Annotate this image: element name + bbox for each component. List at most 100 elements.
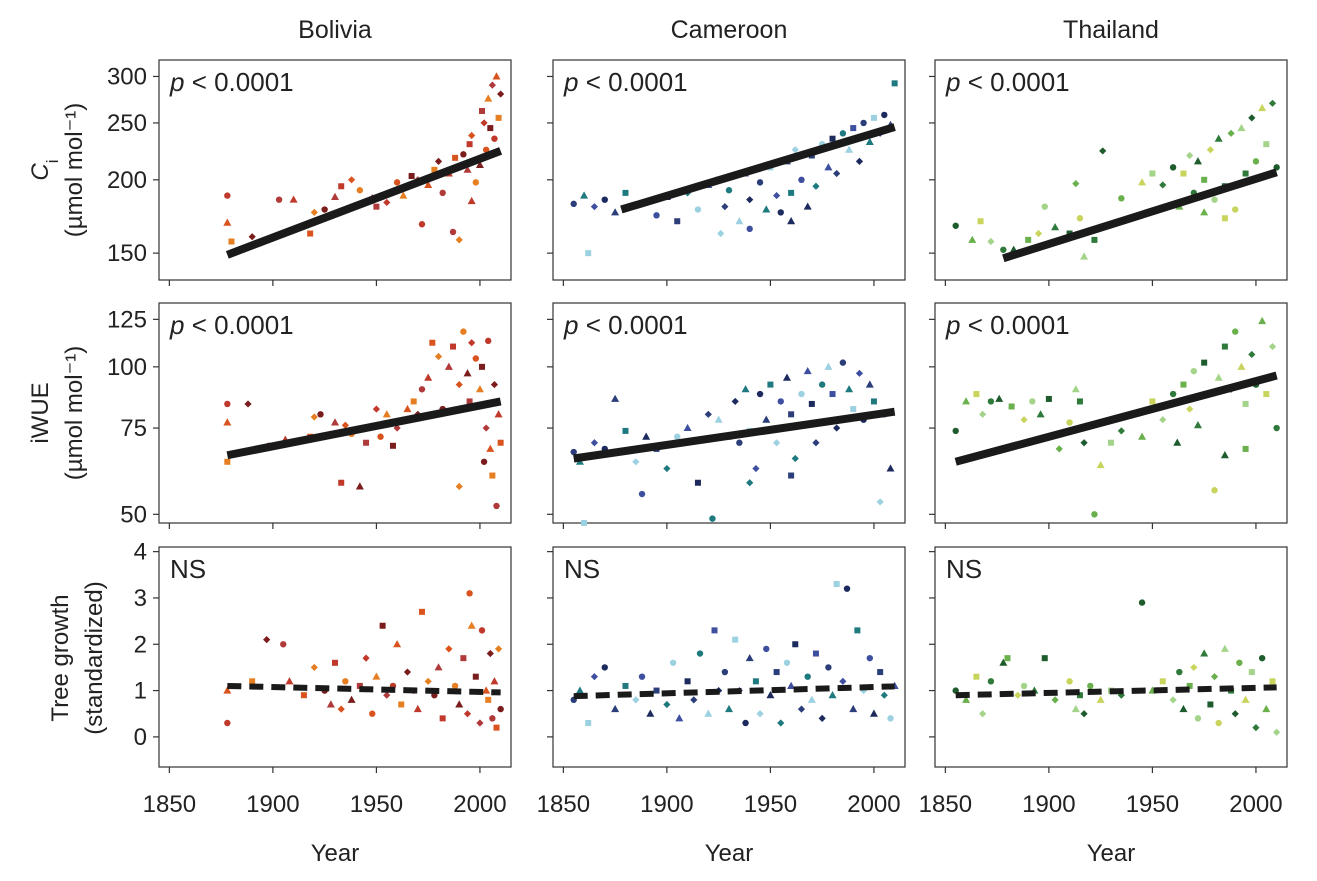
row-label-ci: Ci <box>27 159 62 180</box>
data-point <box>638 490 646 498</box>
data-point <box>987 398 995 405</box>
data-point <box>732 636 739 643</box>
data-point <box>1071 385 1080 393</box>
data-point <box>580 191 589 199</box>
data-point <box>1099 147 1107 155</box>
data-point <box>347 176 356 184</box>
data-point <box>1237 123 1246 132</box>
data-point <box>824 362 833 370</box>
data-point <box>694 479 701 486</box>
data-point <box>1186 405 1194 413</box>
data-point <box>490 677 499 685</box>
data-point <box>808 400 815 407</box>
data-point <box>694 206 702 213</box>
data-point <box>973 391 980 398</box>
y-tick-label: 0 <box>134 724 147 751</box>
data-point <box>1138 432 1147 440</box>
data-point <box>307 230 314 237</box>
data-point <box>224 719 231 727</box>
panel-iwue-cameroon-frame <box>552 302 906 524</box>
x-tick-label: 2000 <box>1229 791 1282 818</box>
panel-growth-cameroon-frame <box>552 546 906 768</box>
row-label-growth-unit: (standardized) <box>81 581 108 734</box>
data-point <box>373 203 380 210</box>
data-point <box>424 677 432 685</box>
data-point <box>1220 451 1229 459</box>
data-point <box>493 502 500 510</box>
data-point <box>773 191 781 200</box>
x-tick-label: 1900 <box>246 791 299 818</box>
panel-ci-bolivia-frame <box>158 59 512 281</box>
data-point <box>445 645 453 653</box>
panel-growth-thailand-significance: NS <box>946 554 982 584</box>
data-point <box>467 196 476 205</box>
panel-iwue-thailand-significance: p < 0.0001 <box>945 310 1070 340</box>
data-point <box>987 678 995 685</box>
data-point <box>418 608 425 615</box>
data-point <box>1220 644 1229 652</box>
data-point <box>792 641 799 648</box>
data-point <box>372 672 381 680</box>
data-point <box>317 411 324 418</box>
y-tick-label: 4 <box>134 539 147 566</box>
data-point <box>709 515 716 522</box>
data-point <box>468 131 476 140</box>
data-point <box>1248 669 1255 676</box>
y-tick-label: 1 <box>134 678 147 705</box>
data-point <box>825 664 832 671</box>
data-point <box>1096 460 1105 469</box>
data-point <box>1080 252 1089 260</box>
data-point <box>223 418 232 426</box>
data-point <box>410 398 417 405</box>
y-tick-label: 75 <box>120 415 147 442</box>
data-point <box>1091 236 1098 243</box>
data-point <box>1071 704 1080 713</box>
data-point <box>455 380 463 389</box>
data-point <box>439 715 446 722</box>
data-point <box>413 704 422 713</box>
data-point <box>995 394 1004 402</box>
data-point <box>674 218 681 225</box>
data-point <box>663 700 671 709</box>
data-point <box>484 94 493 102</box>
data-point <box>248 233 256 241</box>
data-point <box>952 222 959 229</box>
panel-iwue-bolivia-significance: p < 0.0001 <box>169 310 294 340</box>
y-tick-label: 250 <box>107 110 147 137</box>
data-point <box>487 125 494 132</box>
data-point <box>622 427 629 434</box>
data-point <box>767 381 774 388</box>
panel-growth-thailand-frame <box>934 546 1288 768</box>
data-point <box>1096 695 1105 703</box>
data-point <box>968 235 977 243</box>
data-point <box>1179 704 1188 713</box>
data-point <box>999 658 1008 666</box>
data-point <box>460 328 467 335</box>
data-point <box>653 687 660 694</box>
data-point <box>408 173 415 180</box>
data-point <box>399 191 408 199</box>
data-point <box>1232 328 1239 335</box>
panel-iwue-bolivia-frame <box>158 302 512 524</box>
data-point <box>1190 367 1198 375</box>
data-point <box>854 627 861 634</box>
data-point <box>870 398 877 405</box>
data-point <box>746 196 754 204</box>
data-point <box>1258 316 1267 325</box>
data-point <box>1180 170 1187 177</box>
data-point <box>1263 391 1270 398</box>
data-point <box>1149 170 1156 177</box>
data-point <box>1051 223 1060 231</box>
data-point <box>886 464 895 472</box>
data-point <box>812 650 819 657</box>
data-point <box>791 146 799 154</box>
data-point <box>482 146 490 153</box>
data-point <box>746 479 754 487</box>
data-point <box>845 385 854 393</box>
data-point <box>977 218 984 225</box>
data-point <box>460 655 467 662</box>
data-point <box>224 458 231 465</box>
data-point <box>611 394 620 402</box>
data-point <box>849 704 858 713</box>
data-point <box>244 400 252 408</box>
